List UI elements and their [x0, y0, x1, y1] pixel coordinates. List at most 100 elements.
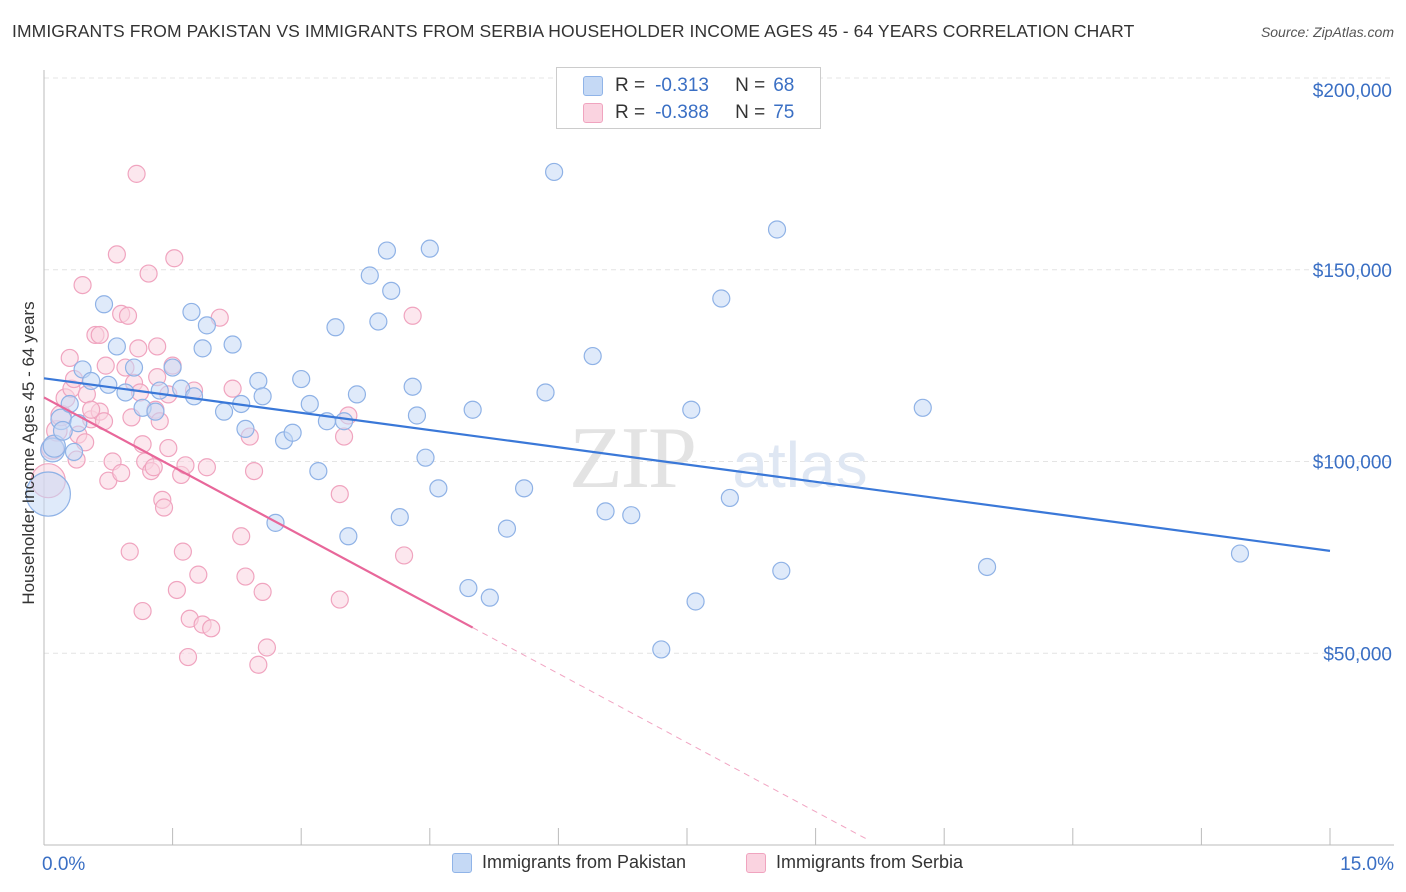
pakistan-point: [369, 312, 388, 331]
serbia-point: [232, 527, 251, 546]
pakistan-point: [1230, 544, 1250, 563]
pakistan-point: [545, 162, 564, 182]
pakistan-point: [622, 506, 641, 525]
pakistan-point: [116, 383, 135, 402]
y-tick-label: $100,000: [1313, 453, 1392, 474]
pakistan-point: [99, 375, 118, 394]
pakistan-point: [124, 358, 144, 377]
legend-r-label: R =: [615, 102, 646, 123]
legend-n-value: 68: [773, 75, 795, 96]
pakistan-swatch: [583, 76, 603, 96]
y-tick-label: $50,000: [1323, 644, 1392, 665]
serbia-point: [330, 590, 349, 609]
serbia-point: [127, 164, 146, 183]
pakistan-point: [977, 557, 997, 577]
serbia-point: [173, 542, 192, 561]
pakistan-point: [403, 377, 422, 396]
serbia-point: [249, 655, 268, 674]
serbia-point: [394, 546, 414, 565]
pakistan-point: [292, 369, 311, 389]
legend-r-value: -0.313: [655, 75, 709, 96]
correlation-legend: R = -0.313 N = 68 R = -0.388 N = 75: [556, 67, 821, 129]
serbia-point: [107, 245, 126, 264]
legend-item-serbia[interactable]: Immigrants from Serbia: [746, 852, 963, 873]
pakistan-point: [429, 479, 448, 498]
pakistan-point: [583, 346, 602, 366]
serbia-point: [253, 582, 272, 601]
serbia-point: [244, 461, 264, 481]
serbia-point: [148, 337, 167, 356]
axes: [43, 70, 1394, 846]
pakistan-point: [197, 316, 216, 335]
serbia-swatch: [583, 103, 603, 123]
pakistan-point: [283, 423, 302, 442]
serbia-point: [120, 542, 139, 561]
serbia-point: [60, 348, 79, 368]
serbia-point: [73, 275, 92, 295]
legend-label-serbia: Immigrants from Serbia: [776, 852, 964, 872]
legend-item-pakistan[interactable]: Immigrants from Pakistan: [452, 852, 686, 873]
serbia-trend-line: [43, 396, 474, 629]
legend-n-label: N =: [735, 75, 766, 96]
serbia-point: [154, 498, 174, 517]
legend-n-label: N =: [735, 102, 766, 123]
pakistan-point: [767, 220, 787, 239]
pakistan-point: [347, 385, 367, 404]
series-legend: Immigrants from Pakistan Immigrants from…: [0, 850, 1406, 880]
pakistan-point: [596, 502, 615, 521]
pakistan-point: [163, 358, 182, 377]
pakistan-point: [515, 479, 534, 498]
serbia-trend-extension: [472, 627, 868, 840]
pakistan-point: [184, 387, 204, 406]
pakistan-point: [60, 394, 79, 414]
serbia-point: [118, 306, 138, 325]
pakistan-point: [334, 412, 354, 431]
serbia-point: [144, 458, 163, 477]
pakistan-point: [339, 527, 358, 546]
serbia-point: [167, 580, 186, 600]
pakistan-point: [913, 398, 932, 417]
y-tick-label: $150,000: [1313, 261, 1392, 282]
pakistan-point: [377, 241, 397, 260]
y-tick-label: $200,000: [1313, 81, 1392, 102]
pakistan-point: [459, 578, 478, 598]
pakistan-point: [382, 281, 401, 300]
serbia-point: [90, 325, 109, 345]
pakistan-point: [712, 289, 731, 308]
tick-labels: $50,000 $100,000 $150,000 $200,000 0.0% 15.0%: [42, 81, 1394, 875]
pakistan-point: [772, 561, 791, 580]
pakistan-point: [150, 381, 169, 400]
pakistan-point: [536, 383, 555, 402]
pakistan-point: [360, 266, 379, 285]
legend-r-label: R =: [615, 75, 646, 96]
pakistan-point: [64, 442, 84, 462]
serbia-point: [165, 249, 184, 268]
serbia-point: [96, 356, 115, 375]
chart-title: IMMIGRANTS FROM PAKISTAN VS IMMIGRANTS F…: [12, 21, 1135, 41]
legend-row-serbia: R = -0.388 N = 75: [583, 101, 794, 125]
serbia-point: [112, 463, 131, 483]
serbia-point: [133, 601, 152, 621]
pakistan-point: [326, 318, 345, 337]
pakistan-point: [94, 295, 114, 314]
serbia-point: [178, 647, 198, 667]
serbia-point: [189, 565, 208, 584]
pakistan-trend-line: [43, 377, 1331, 552]
pakistan-point: [682, 400, 701, 419]
pakistan-point: [214, 402, 234, 421]
legend-r-value: -0.388: [655, 102, 709, 123]
legend-row-pakistan: R = -0.313 N = 68: [583, 74, 794, 98]
pakistan-point: [497, 519, 517, 538]
serbia-point: [82, 400, 101, 419]
x-tick-label: 15.0%: [1340, 854, 1394, 875]
grid-lines: [44, 77, 1394, 654]
y-axis-title: Householder Income Ages 45 - 64 years: [19, 301, 38, 605]
serbia-point: [334, 427, 354, 446]
serbia-point: [257, 638, 277, 657]
pakistan-legend-swatch: [452, 852, 472, 873]
pakistan-point: [390, 508, 409, 527]
serbia-point: [223, 379, 242, 398]
watermark-zip: ZIP: [569, 410, 695, 507]
watermark-atlas: atlas: [732, 429, 867, 501]
